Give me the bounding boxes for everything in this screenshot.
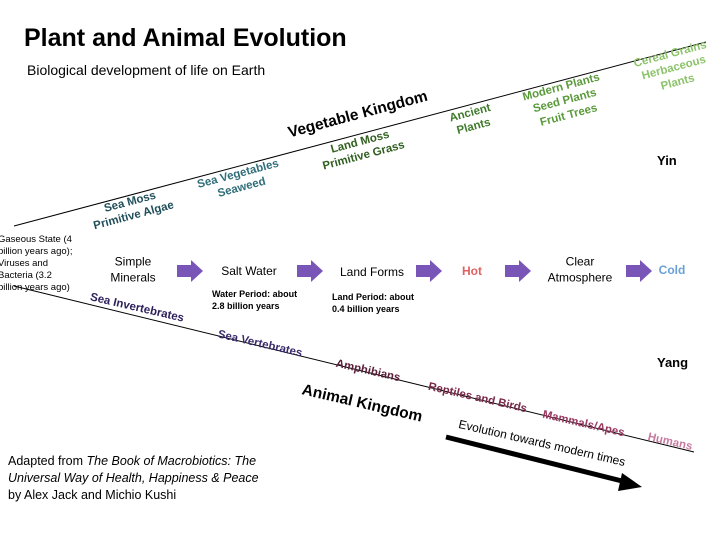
flow-cold: Cold <box>658 263 686 277</box>
water-period-note: Water Period: about 2.8 billion years <box>212 289 298 311</box>
yang-label: Yang <box>657 355 689 370</box>
flow-arrow-icon <box>297 260 323 282</box>
flow-simple-minerals: Simple Minerals <box>110 254 156 284</box>
flow-arrow-icon <box>177 260 203 282</box>
page-subtitle: Biological development of life on Earth <box>27 62 266 78</box>
evolution-arrow-shaft <box>445 434 627 485</box>
animal-boundary-line <box>13 285 695 453</box>
flow-clear-atmosphere: Clear Atmosphere <box>547 254 613 284</box>
origin-text: Gaseous State (4 billion years ago); Vir… <box>0 234 73 293</box>
flow-arrow-icon <box>416 260 442 282</box>
flow-salt-water: Salt Water <box>221 264 277 278</box>
land-period-note: Land Period: about 0.4 billion years <box>332 292 414 314</box>
flow-arrow-icon <box>505 260 531 282</box>
evolution-arrow-head <box>618 473 642 491</box>
source-credit: Adapted from The Book of Macrobiotics: T… <box>8 454 259 502</box>
flow-land-forms: Land Forms <box>339 265 405 279</box>
flow-hot: Hot <box>462 264 482 278</box>
page-title: Plant and Animal Evolution <box>24 24 347 52</box>
vegetable-boundary-line <box>13 41 707 227</box>
yin-label: Yin <box>657 153 677 168</box>
flow-arrow-icon <box>626 260 652 282</box>
